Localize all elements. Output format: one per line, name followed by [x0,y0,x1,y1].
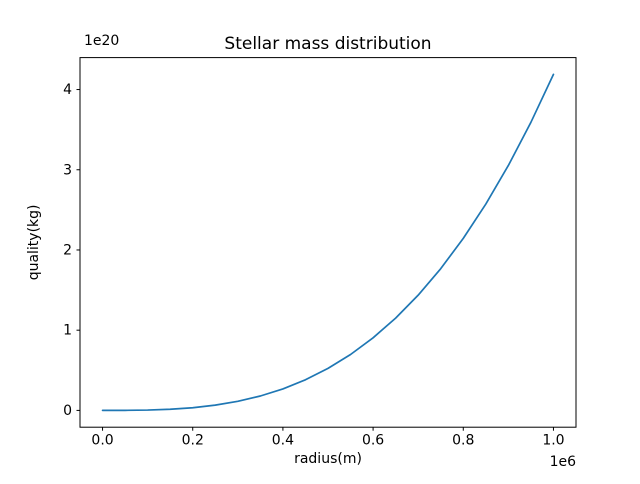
x-tick-label: 0.6 [362,433,384,449]
y-tick-label: 4 [63,82,72,98]
series-layer [101,73,555,412]
y-axis-label: quality(kg) [26,204,42,280]
x-tick-label: 0.0 [91,433,113,449]
x-offset-label: 1e6 [550,454,577,470]
chart-title: Stellar mass distribution [224,34,431,54]
y-tick-label: 2 [63,242,72,258]
y-offset-label: 1e20 [84,33,119,49]
y-tick-label: 1 [63,323,72,339]
ticks-layer: 0.0 0.2 0.4 0.6 0.8 1.0 0 1 2 3 4 [63,82,565,449]
x-axis-label: radius(m) [294,451,362,467]
x-tick-label: 0.4 [272,433,294,449]
axes-box [79,57,577,428]
x-tick-label: 1.0 [542,433,564,449]
y-tick-label: 3 [63,162,72,178]
series-line-stellar-mass [101,73,555,412]
y-tick-label: 0 [63,403,72,419]
x-tick-label: 0.2 [182,433,204,449]
x-tick-label: 0.8 [452,433,474,449]
